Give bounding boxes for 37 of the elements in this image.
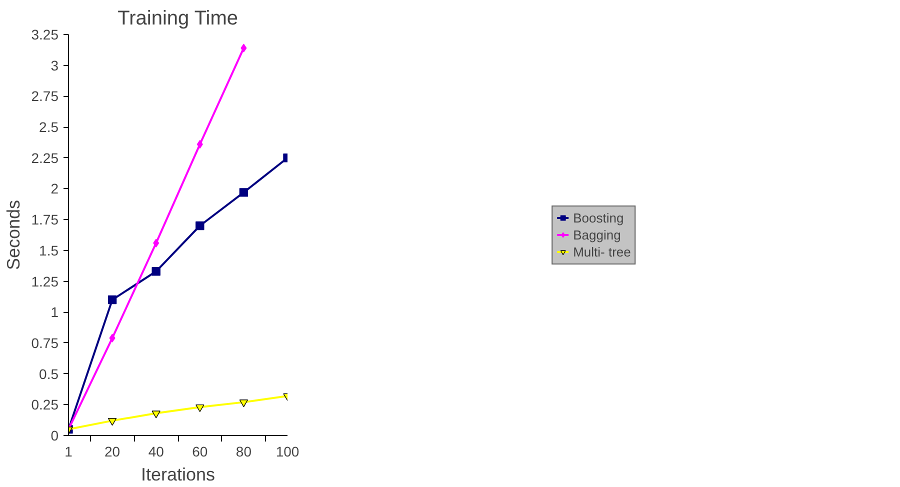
point [239,400,248,408]
point [196,404,204,412]
y-tick-label: 1.5 [39,242,59,258]
point [153,238,160,248]
x-tick-label: 80 [236,444,252,460]
y-tick-label: 2.5 [39,119,59,136]
y-tick-label: 0.25 [31,396,59,413]
y-tick-label: 2 [50,180,59,197]
y-tick-label: 0.5 [39,366,59,382]
point [152,267,160,276]
point [239,188,248,197]
y-tick-label: 1 [50,304,59,320]
point [152,410,160,418]
y-tick-label: 0 [50,428,59,444]
point [109,334,116,342]
x-tick-label: 60 [192,444,208,460]
y-tick-label: 2.25 [31,150,59,166]
x-tick-label: 1 [64,444,73,460]
legend-label: Multi- tree [573,244,631,259]
y-tick-label: 3.25 [31,26,59,42]
y-tick-label: 3 [50,57,59,74]
legend-label: Bagging [573,227,621,242]
point [240,44,247,52]
y-axis-title: Seconds [3,200,24,270]
x-tick-label: 20 [104,444,120,460]
legend-label: Boosting [573,210,624,225]
y-tick-label: 1.25 [31,273,59,290]
x-tick-label: 40 [148,444,164,460]
point [108,418,117,426]
x-axis-title: Iterations [140,464,216,484]
y-tick-label: 2.75 [31,88,59,104]
y-tick-label: 1.75 [31,212,59,228]
point [196,221,204,230]
chart-title: Training Time [118,8,238,30]
point [108,295,117,304]
y-tick-label: 0.75 [31,334,59,351]
x-tick-label: 100 [276,444,300,460]
